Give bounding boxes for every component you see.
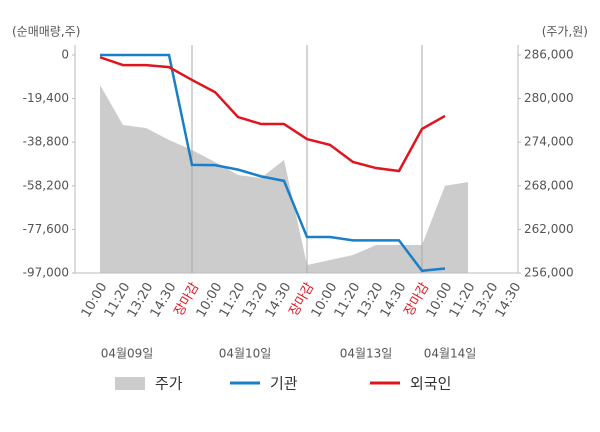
legend-label: 외국인 [410,375,451,393]
y-tick-label: -97,000 [23,266,69,280]
date-label: 04월13일 [340,347,393,361]
date-label: 04월09일 [101,347,154,361]
y2-tick-label: 286,000 [524,48,574,62]
y2-tick-label: 262,000 [524,222,574,236]
y-tick-label: -58,200 [23,178,69,192]
y2-tick-label: 280,000 [524,91,574,105]
y-tick-label: -19,400 [23,91,69,105]
legend-label: 주가 [155,375,183,393]
y2-axis-label: (주가,원) [542,25,588,39]
line-2 [99,56,446,173]
legend-label: 기관 [270,375,298,393]
date-label: 04월10일 [219,347,272,361]
date-label: 04월14일 [424,347,477,361]
y2-tick-label: 274,000 [524,135,574,149]
y2-tick-label: 256,000 [524,266,574,280]
y2-tick-label: 268,000 [524,178,574,192]
y-tick-label: -77,600 [23,222,69,236]
legend-swatch [115,377,145,390]
y-axis-label: (순매매량,주) [12,25,80,39]
line-1 [100,53,446,273]
y-tick-label: -38,800 [23,135,69,149]
price-area [100,85,468,274]
y-tick-label: 0 [61,48,69,62]
